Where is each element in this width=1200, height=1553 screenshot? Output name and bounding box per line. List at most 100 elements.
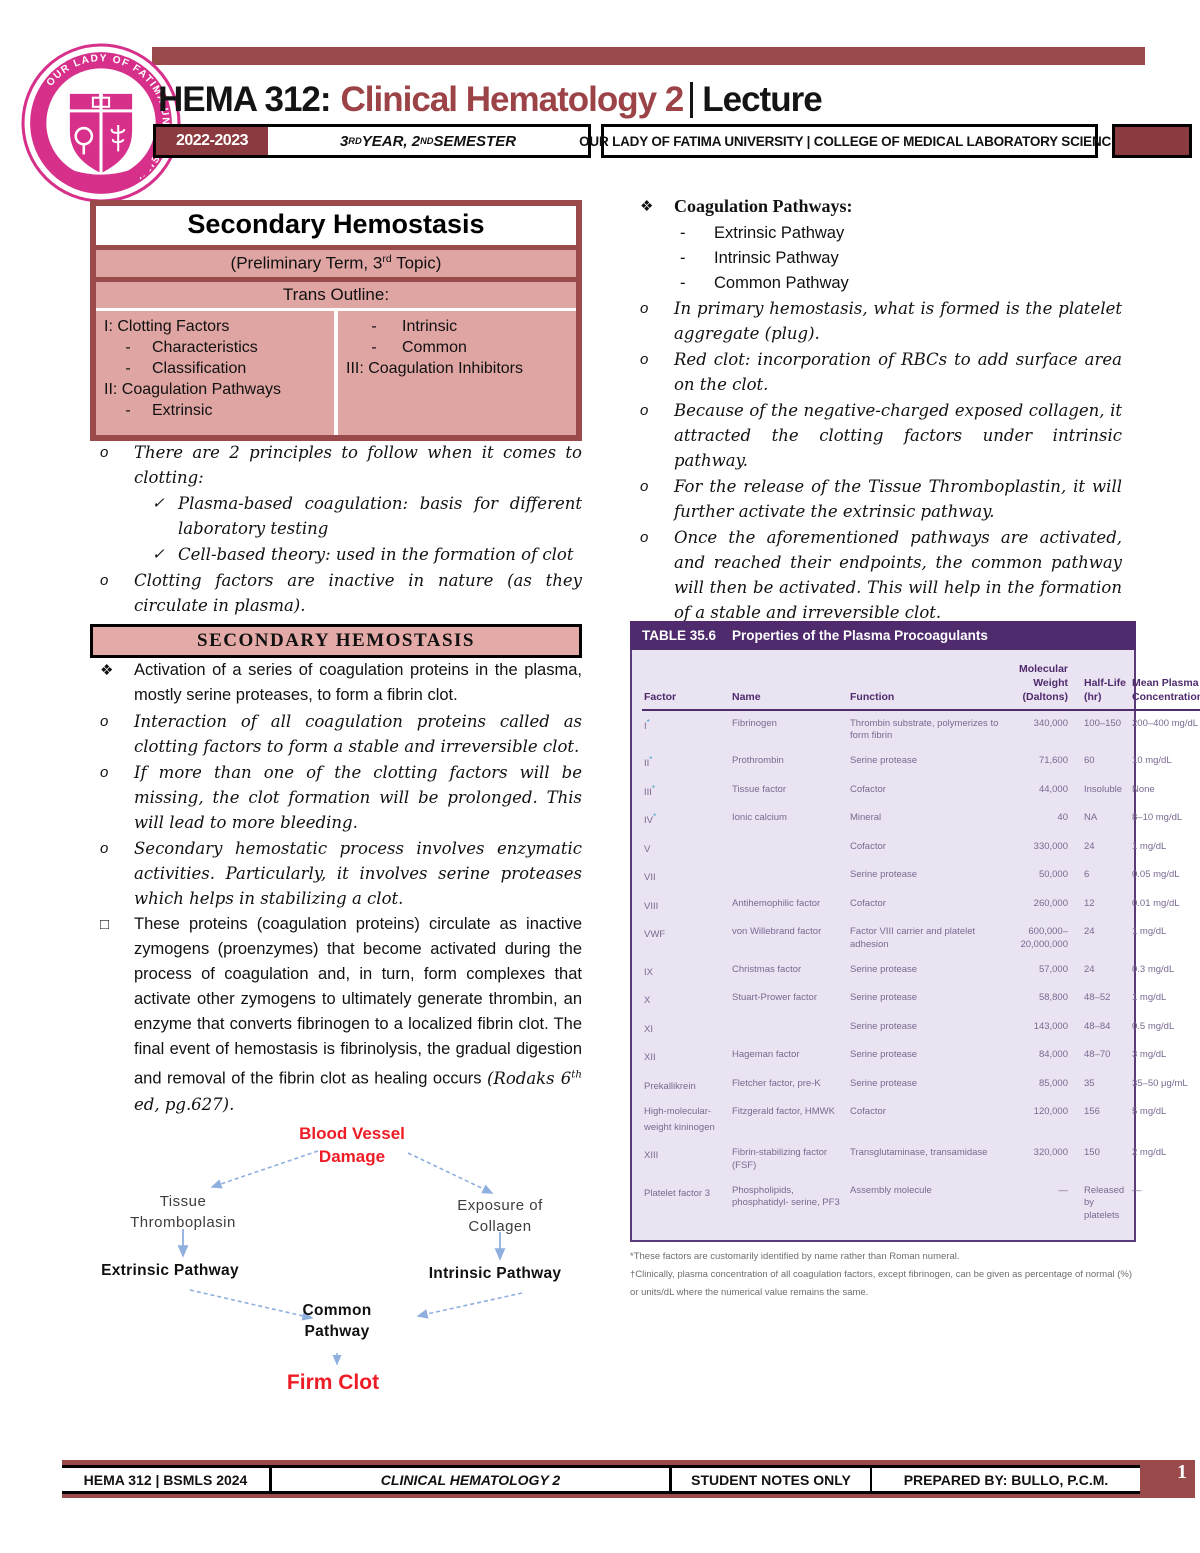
cell-molecular-weight: 85,000 (1038, 1077, 1068, 1089)
cell-molecular-weight: 84,000 (1038, 1049, 1068, 1061)
table-row: VIII Antihemophilic factor Cofactor 260,… (642, 891, 1200, 920)
footer-notes-label: STUDENT NOTES ONLY (672, 1468, 872, 1491)
note-item: o Red clot: incorporation of RBCs to add… (630, 347, 1122, 397)
note-item: o If more than one of the clotting facto… (90, 760, 582, 835)
title-divider (690, 82, 694, 118)
footer-course: HEMA 312 | BSMLS 2024 (62, 1468, 272, 1491)
note-item: o For the release of the Tissue Thrombop… (630, 474, 1122, 524)
cell-function: Transglutaminase, transamidase (850, 1147, 988, 1159)
note-item: o Clotting factors are inactive in natur… (90, 568, 582, 618)
cell-factor: I* (644, 717, 650, 732)
column-header: Molecular Weight (Daltons) (1006, 656, 1082, 711)
cell-function: Cofactor (850, 897, 886, 909)
cell-function: Assembly molecule (850, 1184, 932, 1196)
cell-mean-plasma: 200–400 mg/dL (1132, 717, 1199, 729)
cell-half-life: 156 (1084, 1106, 1100, 1118)
institution-label: OUR LADY OF FATIMA UNIVERSITY | COLLEGE … (579, 124, 1120, 158)
note-item: o Secondary hemostatic process involves … (90, 836, 582, 911)
table-footnote: †Clinically, plasma concentration of all… (630, 1269, 1133, 1299)
diagram-node-intrinsic-pathway: Intrinsic Pathway (428, 1265, 562, 1282)
cell-mean-plasma: 35–50 μg/mL (1132, 1077, 1188, 1089)
cell-half-life: 35 (1084, 1077, 1095, 1089)
cell-molecular-weight: 40 (1057, 812, 1068, 824)
left-notes-a: o There are 2 principles to follow when … (90, 440, 582, 619)
cell-function: Serine protease (850, 869, 918, 881)
footer-strip: HEMA 312 | BSMLS 2024 CLINICAL HEMATOLOG… (62, 1465, 1140, 1494)
cell-name: Stuart-Prower factor (732, 992, 817, 1004)
note-subitem: - Extrinsic Pathway (630, 221, 1122, 246)
table-row: Prekallikrein Fletcher factor, pre-K Ser… (642, 1071, 1200, 1100)
year-semester-box: 2022-2023 3 RD YEAR, 2 ND SEMESTER (153, 124, 591, 158)
flow-arrows (177, 1150, 523, 1366)
cell-molecular-weight: — (1058, 1184, 1069, 1196)
square-bullet-icon: □ (100, 916, 110, 933)
circle-bullet-icon: o (100, 444, 109, 461)
outline-subitem: - Characteristics (125, 338, 258, 356)
cell-half-life: 100–150 (1084, 717, 1121, 729)
section-header: SECONDARY HEMOSTASIS (90, 624, 582, 658)
cell-mean-plasma: 0.05 mg/dL (1132, 869, 1180, 881)
diagram-node-common-pathway: Common Pathway (302, 1302, 372, 1340)
table-row: XII Hageman factor Serine protease 84,00… (642, 1042, 1200, 1071)
lecture-label: Lecture (702, 80, 822, 119)
cell-function: Mineral (850, 812, 882, 824)
outline-body: I: Clotting Factors - Characteristics - Cl… (96, 310, 576, 436)
cell-half-life: NA (1084, 812, 1098, 824)
university-seal-icon: OUR LADY OF FATIMA UNIVERSITY (21, 43, 181, 203)
table-label: TABLE 35.6 (642, 628, 717, 643)
outline-subitem: - Intrinsic (371, 317, 458, 335)
dash-icon: - (680, 249, 686, 267)
table-row: High-molecular- weight kininogen Fitzger… (642, 1099, 1200, 1140)
table-footnote: *These factors are customarily identifie… (630, 1250, 960, 1262)
cell-factor: IV* (644, 812, 657, 827)
table-row: XI Serine protease 143,000 48–84 0.5 mg/… (642, 1014, 1200, 1043)
left-notes-b: ❖ Activation of a series of coagulation … (90, 658, 582, 1119)
table-row: VII Serine protease 50,000 6 0.05 mg/dL (642, 862, 1200, 891)
cell-molecular-weight: 50,000 (1038, 869, 1068, 881)
cell-half-life: 48–84 (1084, 1020, 1111, 1032)
note-item: o In primary hemostasis, what is formed … (630, 296, 1122, 346)
circle-bullet-icon: o (100, 764, 109, 781)
cell-factor: II* (644, 755, 653, 770)
cell-half-life: 48–52 (1084, 992, 1111, 1004)
cell-function: Serine protease (850, 1020, 918, 1032)
circle-bullet-icon: o (100, 713, 109, 730)
cell-function: Serine protease (850, 963, 918, 975)
cell-name: Prothrombin (732, 755, 784, 767)
topic-title: Secondary Hemostasis (96, 206, 576, 250)
course-code: HEMA 312: (158, 80, 332, 119)
cell-factor: III* (644, 783, 656, 798)
cell-half-life: 24 (1084, 840, 1095, 852)
note-item: □ These proteins (coagulation proteins) … (90, 912, 582, 1118)
cell-mean-plasma: 3 mg/dL (1132, 1049, 1167, 1061)
cell-name: Tissue factor (732, 783, 787, 795)
cell-factor: VII (644, 872, 656, 884)
cell-half-life: 6 (1084, 869, 1090, 881)
cell-factor: Platelet factor 3 (644, 1188, 711, 1200)
table-row: X Stuart-Prower factor Serine protease 5… (642, 985, 1200, 1014)
right-notes: ❖ Coagulation Pathways: - Extrinsic Pathw… (630, 193, 1122, 626)
cell-molecular-weight: 340,000 (1033, 717, 1068, 729)
cell-name (730, 1014, 848, 1043)
table-row: IV* Ionic calcium Mineral 40 NA 8–10 mg/… (642, 805, 1200, 834)
note-item: ❖ Coagulation Pathways: (630, 193, 1122, 220)
cell-function: Serine protease (850, 755, 918, 767)
outline-right-column: - Intrinsic - Common III: Coagulation Inhi… (338, 311, 576, 436)
circle-bullet-icon: o (640, 300, 649, 317)
table-row: VWF von Willebrand factor Factor VIII ca… (642, 919, 1200, 957)
cell-mean-plasma: 1 mg/dL (1132, 992, 1167, 1004)
diagram-node-firm-clot: Firm Clot (286, 1371, 380, 1394)
cell-name: von Willebrand factor (732, 926, 822, 938)
cell-function: Cofactor (850, 783, 886, 795)
cell-function: Factor VIII carrier and platelet adhesio… (850, 926, 976, 950)
table-rows: I* Fibrinogen Thrombin substrate, polyme… (642, 710, 1200, 1228)
circle-bullet-icon: o (100, 572, 109, 589)
cell-half-life: Released by platelets (1084, 1184, 1125, 1221)
cell-half-life: 24 (1084, 926, 1095, 938)
table-footnotes: *These factors are customarily identifie… (630, 1248, 1136, 1302)
column-header: Name (730, 656, 848, 711)
header-accent-block (1112, 124, 1192, 158)
note-item: o Once the aforementioned pathways are a… (630, 525, 1122, 625)
cell-name: Hageman factor (732, 1049, 800, 1061)
cell-name: Fibrin-stabilizing factor (FSF) (732, 1147, 828, 1171)
